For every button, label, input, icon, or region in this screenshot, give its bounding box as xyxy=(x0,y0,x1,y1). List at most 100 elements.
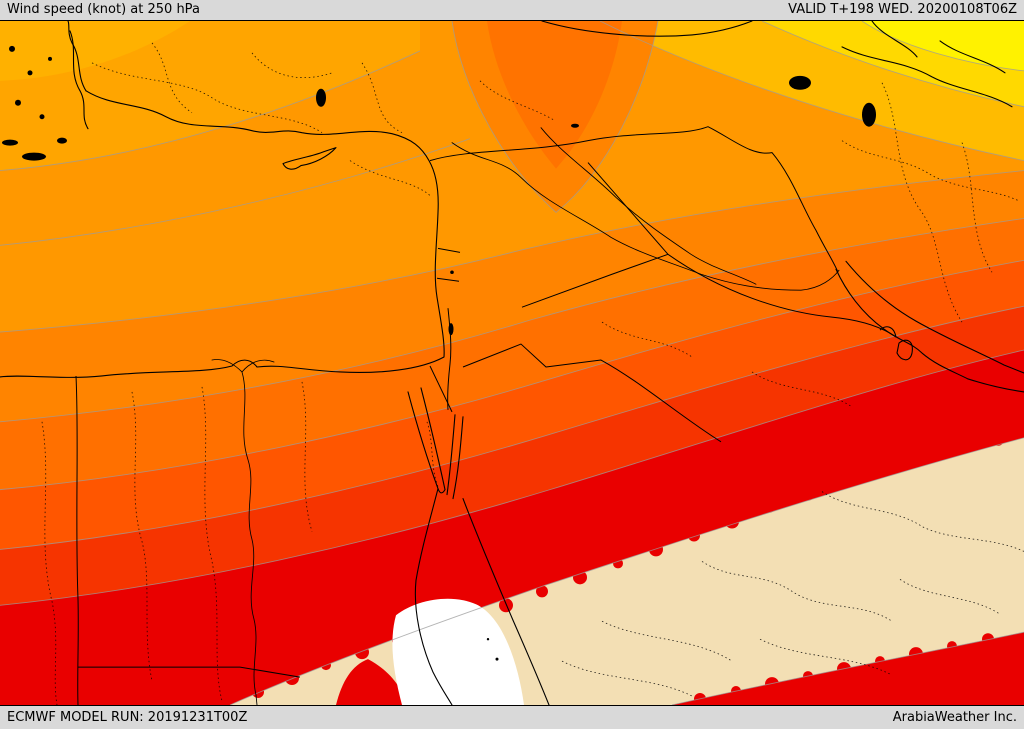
qatar-peninsula xyxy=(896,339,913,361)
admin-boundary xyxy=(701,561,893,622)
band-white-minimum xyxy=(392,598,524,705)
scallop xyxy=(725,514,739,529)
border-turkey-syria-iraq-iran xyxy=(429,126,839,273)
scallop xyxy=(573,570,587,585)
aegean-island xyxy=(48,56,52,61)
scallop xyxy=(536,585,548,598)
aegean-coastline xyxy=(67,21,87,92)
coastlines xyxy=(0,21,1024,705)
contour-line xyxy=(229,437,1024,705)
scallop xyxy=(954,439,966,452)
admin-boundary xyxy=(251,52,333,79)
euphrates-river xyxy=(451,142,840,291)
contour-line xyxy=(0,138,471,246)
gulf-of-aqaba-east-coastline xyxy=(452,416,464,500)
scallop xyxy=(992,433,1004,446)
scallop xyxy=(877,459,891,474)
header-bar: Wind speed (knot) at 250 hPa VALID T+198… xyxy=(0,0,1024,20)
crete-island xyxy=(2,139,18,146)
contour-line xyxy=(0,305,1024,550)
map-title: Wind speed (knot) at 250 hPa xyxy=(7,2,200,17)
brand-label: ArabiaWeather Inc. xyxy=(892,710,1017,725)
rhodes-island xyxy=(57,137,67,144)
dead-sea xyxy=(448,323,454,336)
border-lebanon-south xyxy=(436,277,460,282)
scallop xyxy=(649,542,663,557)
red-sea-island xyxy=(495,657,499,661)
contour-line xyxy=(0,217,1024,423)
nile-delta-west-branch xyxy=(211,359,243,373)
aegean-island xyxy=(27,70,33,76)
turkey-west-coastline xyxy=(69,30,89,130)
contour-line xyxy=(0,170,1024,333)
lake-assad xyxy=(571,123,579,128)
admin-boundary xyxy=(361,62,403,134)
scallop xyxy=(765,677,779,692)
footer-bar: ECMWF MODEL RUN: 20191231T00Z ArabiaWeat… xyxy=(0,706,1024,729)
admin-boundary xyxy=(601,321,693,358)
gulf-of-suez-east-coastline xyxy=(420,387,446,491)
admin-boundary xyxy=(151,42,193,114)
scallop xyxy=(982,633,994,646)
band-tongue-inner xyxy=(487,21,622,169)
contour-line xyxy=(671,631,1024,705)
border-egypt-libya xyxy=(75,375,79,705)
admin-boundary xyxy=(601,620,733,662)
red-sea-arabian-coastline xyxy=(462,498,550,705)
border-kuwait xyxy=(879,326,897,338)
band-topleft-lighter xyxy=(0,21,190,81)
cyprus-island xyxy=(282,147,337,170)
sinai-tip-coastline xyxy=(437,488,446,494)
lakes-and-islands xyxy=(2,45,876,661)
admin-boundary xyxy=(301,381,313,532)
scallop xyxy=(688,529,700,542)
nile-delta-east-branch xyxy=(241,359,275,373)
scallop xyxy=(917,448,927,459)
contour-line xyxy=(0,349,1024,606)
red-sea-african-coastline xyxy=(414,488,453,705)
scallop xyxy=(285,671,299,686)
scallop xyxy=(499,598,513,613)
persian-gulf-south-coastline xyxy=(835,268,1024,393)
admin-boundary xyxy=(841,140,1019,201)
nile-river xyxy=(241,371,258,705)
band-bright-yellow xyxy=(862,21,1024,71)
crete-island xyxy=(22,152,46,161)
caucasus-border-line xyxy=(841,46,1013,108)
contour-line xyxy=(0,50,421,172)
aegean-island xyxy=(9,45,15,52)
border-lebanon-north xyxy=(437,247,461,253)
border-jordan-saudi xyxy=(462,343,722,443)
contour-line xyxy=(599,21,1024,162)
lake-van xyxy=(789,75,811,90)
admin-boundary xyxy=(961,142,993,273)
admin-boundary xyxy=(91,62,323,134)
contour-line xyxy=(761,21,1024,108)
contour-line xyxy=(451,21,659,214)
border-egypt-sudan xyxy=(78,666,301,678)
tigris-river xyxy=(540,127,757,285)
admin-boundary xyxy=(751,371,853,408)
admin-boundary xyxy=(899,579,1001,615)
aegean-island xyxy=(15,99,21,106)
gulf-of-suez-west-coastline xyxy=(407,391,439,490)
red-patch-bottom xyxy=(336,659,406,705)
model-run-label: ECMWF MODEL RUN: 20191231T00Z xyxy=(7,710,248,725)
border-egypt-israel xyxy=(429,365,453,413)
contour-line xyxy=(861,21,1024,72)
admin-boundary xyxy=(201,386,223,702)
lake-urmia xyxy=(862,102,876,127)
admin-boundary xyxy=(349,160,431,196)
caucasus-border-line xyxy=(939,40,1006,74)
red-sea-island xyxy=(486,637,490,641)
border-jordan-iraq xyxy=(521,253,669,308)
black-sea-coastline xyxy=(541,21,753,37)
valid-time-label: VALID T+198 WED. 20200108T06Z xyxy=(788,2,1017,17)
admin-boundary xyxy=(131,391,153,682)
aegean-island xyxy=(39,114,45,120)
country-borders xyxy=(75,126,897,705)
sea-of-galilee xyxy=(450,270,454,275)
admin-boundaries-dotted xyxy=(41,42,1024,705)
admin-boundary xyxy=(881,82,963,323)
scallop xyxy=(801,486,815,501)
